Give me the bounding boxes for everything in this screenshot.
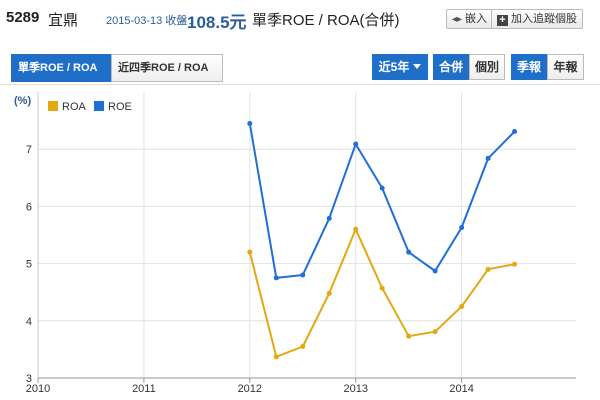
x-tick-label: 2013 — [343, 383, 367, 395]
data-point-roe — [406, 249, 412, 255]
data-point-roa — [459, 304, 465, 309]
close-date: 2015-03-13 收盤： — [106, 15, 199, 27]
data-point-roa — [432, 329, 438, 335]
data-point-roe — [485, 155, 491, 161]
y-tick-label: 6 — [26, 201, 32, 213]
watchlist-label: 加入追蹤個股 — [511, 13, 577, 25]
header: 5289 宜鼎 2015-03-13 收盤： 108.5元 單季ROE / RO… — [0, 0, 600, 38]
tab-quarterly-roe-roa[interactable]: 單季ROE / ROA — [11, 54, 111, 82]
x-tick-label: 2012 — [238, 383, 262, 395]
consolidated-button[interactable]: 合併 — [433, 54, 469, 80]
data-point-roe — [326, 215, 332, 221]
add-to-watchlist-button[interactable]: + 加入追蹤個股 — [491, 9, 583, 29]
plus-icon: + — [497, 15, 508, 26]
data-point-roe — [432, 268, 438, 274]
individual-label: 個別 — [474, 60, 499, 74]
x-tick-label: 2010 — [26, 383, 50, 395]
divider — [0, 84, 600, 85]
data-point-roa — [406, 333, 412, 339]
data-point-roa — [273, 354, 279, 360]
series-group — [247, 120, 518, 360]
grid — [38, 92, 576, 378]
tab-label: 近四季ROE / ROA — [118, 62, 209, 74]
data-point-roa — [512, 261, 518, 267]
embed-label: 嵌入 — [465, 13, 488, 25]
individual-button[interactable]: 個別 — [469, 54, 505, 80]
data-point-roe — [459, 225, 465, 231]
annual-button[interactable]: 年報 — [547, 54, 584, 80]
legend-label-roa: ROA — [62, 101, 87, 113]
y-tick-label: 3 — [26, 373, 32, 385]
data-point-roa — [485, 266, 491, 272]
data-point-roe — [247, 120, 253, 126]
legend-swatch-roe — [94, 101, 104, 111]
data-point-roe — [300, 272, 306, 278]
tab-four-quarter-roe-roa[interactable]: 近四季ROE / ROA — [111, 54, 223, 82]
data-point-roa — [353, 226, 359, 232]
data-point-roe — [379, 185, 385, 191]
y-tick-label: 4 — [26, 316, 32, 328]
legend: ROA ROE — [48, 101, 132, 113]
period-label: 近5年 — [378, 60, 410, 74]
legend-label-roe: ROE — [108, 101, 132, 113]
data-point-roa — [379, 285, 385, 291]
data-point-roa — [300, 344, 306, 350]
y-tick-label: 7 — [26, 144, 32, 156]
close-price: 108.5元 — [187, 13, 247, 32]
stock-name: 宜鼎 — [48, 12, 79, 29]
page-title: 單季ROE / ROA(合併) — [252, 12, 400, 29]
stock-code: 5289 — [6, 9, 40, 26]
quarterly-button[interactable]: 季報 — [511, 54, 547, 80]
tab-label: 單季ROE / ROA — [18, 62, 98, 74]
embed-button[interactable]: ◂▸ 嵌入 — [446, 9, 494, 29]
x-tick-label: 2011 — [132, 383, 156, 395]
period-dropdown[interactable]: 近5年 — [372, 54, 428, 80]
y-tick-label: 5 — [26, 259, 32, 271]
axes: 3 4 5 6 7 2010 2011 2012 2013 2014 — [26, 92, 576, 395]
annual-label: 年報 — [553, 60, 578, 74]
data-point-roa — [326, 290, 332, 296]
consolidated-label: 合併 — [438, 60, 463, 74]
series-line-roe — [248, 123, 516, 279]
data-point-roa — [247, 249, 253, 255]
legend-swatch-roa — [48, 101, 58, 111]
data-point-roe — [353, 141, 359, 147]
data-point-roe — [512, 128, 518, 134]
y-axis-unit-label: (%) — [14, 95, 31, 107]
chevron-down-icon — [413, 64, 422, 69]
embed-icon: ◂▸ — [452, 14, 463, 25]
x-tick-label: 2014 — [449, 383, 473, 395]
series-line-roa — [248, 228, 515, 358]
quarterly-label: 季報 — [516, 60, 541, 74]
data-point-roe — [273, 275, 279, 281]
